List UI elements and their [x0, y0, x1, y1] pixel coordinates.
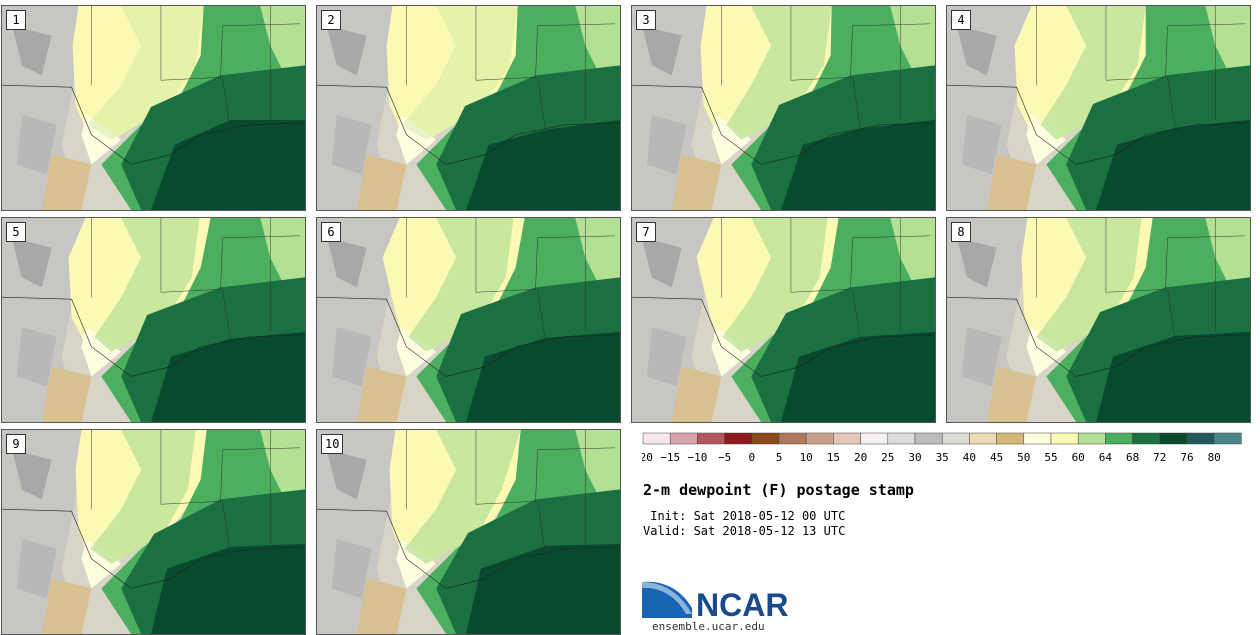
colorbar-tick-label: 0 — [748, 451, 755, 464]
colorbar-tick-label: 25 — [881, 451, 894, 464]
colorbar: −20 −15 −10 −5 0 5 10 15 20 25 30 35 40 45 50 55 60 64 68 7… — [642, 432, 1242, 464]
colorbar-swatch — [1050, 432, 1079, 445]
colorbar-swatch — [697, 432, 725, 445]
dewpoint-map — [632, 218, 935, 422]
colorbar-tick-label: 5 — [776, 451, 783, 464]
colorbar-tick-label: 80 — [1208, 451, 1221, 464]
colorbar-tick-label: 60 — [1072, 451, 1085, 464]
dewpoint-map — [317, 6, 620, 210]
colorbar-swatch — [1023, 432, 1052, 445]
colorbar-swatch — [669, 432, 698, 445]
colorbar-tick-label: 20 — [854, 451, 867, 464]
colorbar-tick-label: 30 — [908, 451, 921, 464]
dewpoint-map — [2, 430, 305, 634]
colorbar-swatch — [778, 432, 807, 445]
colorbar-swatch — [1186, 432, 1215, 445]
member-number: 10 — [321, 434, 344, 454]
colorbar-tick-label: 72 — [1153, 451, 1166, 464]
colorbar-swatch — [996, 432, 1025, 445]
colorbar-swatch — [833, 432, 861, 445]
valid-time: Valid: Sat 2018-05-12 13 UTC — [643, 524, 846, 538]
colorbar-swatch — [1213, 432, 1242, 445]
member-number: 1 — [6, 10, 26, 30]
ensemble-member-panel: 8 — [946, 217, 1251, 423]
colorbar-tick-label: −20 — [642, 451, 653, 464]
ensemble-member-panel: 9 — [1, 429, 306, 635]
colorbar-tick-label: 40 — [963, 451, 976, 464]
colorbar-swatch — [642, 432, 671, 445]
dewpoint-map — [2, 6, 305, 210]
colorbar-swatch — [860, 432, 889, 445]
member-number: 2 — [321, 10, 341, 30]
colorbar-tick-label: −5 — [718, 451, 731, 464]
ensemble-member-panel: 3 — [631, 5, 936, 211]
colorbar-swatch — [751, 432, 780, 445]
colorbar-tick-label: −15 — [660, 451, 680, 464]
dewpoint-map — [2, 218, 305, 422]
colorbar-tick-label: 50 — [1017, 451, 1030, 464]
colorbar-tick-label: 45 — [990, 451, 1003, 464]
colorbar-swatch — [805, 432, 834, 445]
init-time: Init: Sat 2018-05-12 00 UTC — [643, 509, 846, 523]
ensemble-member-panel: 5 — [1, 217, 306, 423]
colorbar-tick-label: 15 — [827, 451, 840, 464]
colorbar-tick-label: 10 — [800, 451, 813, 464]
colorbar-tick-label: 35 — [936, 451, 949, 464]
colorbar-tick-label: 64 — [1099, 451, 1113, 464]
colorbar-swatch — [941, 432, 970, 445]
dewpoint-map — [317, 218, 620, 422]
colorbar-swatch — [1077, 432, 1106, 445]
logo-text: NCAR — [696, 587, 788, 622]
logo-url: ensemble.ucar.edu — [652, 620, 765, 633]
dewpoint-map — [947, 6, 1250, 210]
dewpoint-map — [632, 6, 935, 210]
ensemble-member-panel: 6 — [316, 217, 621, 423]
member-number: 3 — [636, 10, 656, 30]
colorbar-swatch — [969, 432, 997, 445]
colorbar-swatch — [914, 432, 943, 445]
colorbar-swatch — [1105, 432, 1133, 445]
ensemble-member-panel: 7 — [631, 217, 936, 423]
member-number: 4 — [951, 10, 971, 30]
ensemble-member-panel: 1 — [1, 5, 306, 211]
colorbar-tick-label: 68 — [1126, 451, 1139, 464]
dewpoint-map — [317, 430, 620, 634]
ncar-logo: NCAR — [642, 581, 788, 622]
colorbar-swatch — [887, 432, 916, 445]
colorbar-swatch — [724, 432, 753, 445]
colorbar-tick-label: 55 — [1044, 451, 1057, 464]
member-number: 7 — [636, 222, 656, 242]
colorbar-tick-label: 76 — [1180, 451, 1193, 464]
member-number: 9 — [6, 434, 26, 454]
map-title: 2-m dewpoint (F) postage stamp — [643, 481, 914, 499]
ensemble-member-panel: 4 — [946, 5, 1251, 211]
colorbar-tick-label: −10 — [687, 451, 707, 464]
member-number: 5 — [6, 222, 26, 242]
ensemble-member-panel: 2 — [316, 5, 621, 211]
member-number: 6 — [321, 222, 341, 242]
dewpoint-map — [947, 218, 1250, 422]
member-number: 8 — [951, 222, 971, 242]
colorbar-swatch — [1159, 432, 1188, 445]
colorbar-swatch — [1132, 432, 1161, 445]
ensemble-member-panel: 10 — [316, 429, 621, 635]
